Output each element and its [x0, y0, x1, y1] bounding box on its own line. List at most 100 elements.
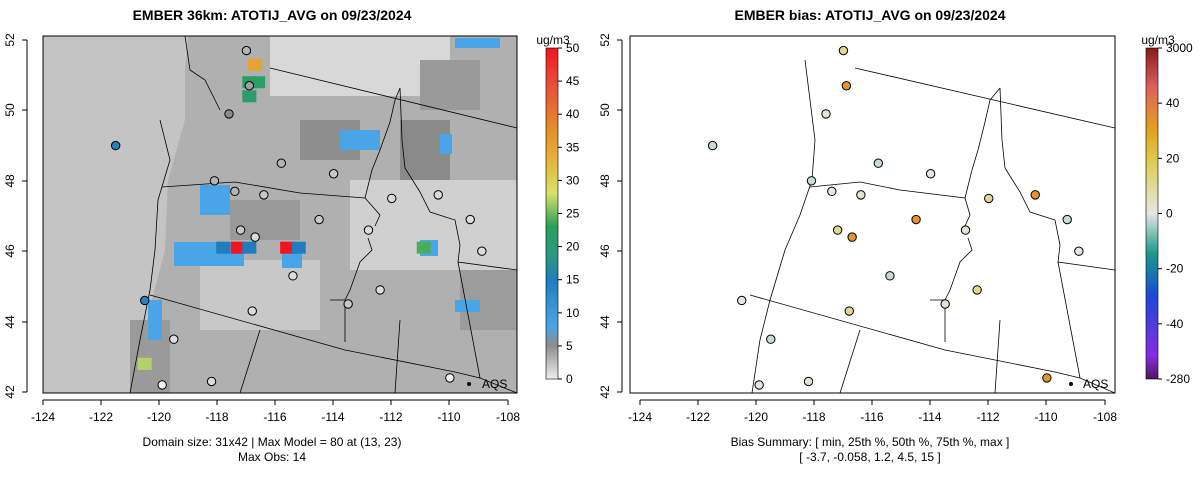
- right-coastline: [751, 59, 816, 393]
- right-site-marker-2: [821, 109, 831, 119]
- right-colorbar-tick-label-5: -40: [1166, 317, 1184, 331]
- left-x-axis: -124 -122 -120 -118 -116 -114 -112 -110 …: [31, 399, 520, 424]
- right-x-tick-118: -118: [802, 410, 825, 424]
- right-colorbar-tick-label-4: -20: [1166, 262, 1184, 276]
- left-site-marker-22: [206, 376, 217, 387]
- left-model-cell-9: [242, 241, 257, 254]
- left-site-marker-3: [241, 45, 252, 56]
- left-dark-patch-2: [420, 60, 480, 110]
- right-site-marker-5: [806, 176, 817, 186]
- left-boundary-south: [149, 294, 481, 379]
- right-plot-frame: [629, 35, 1116, 394]
- right-site-marker-12: [960, 225, 971, 235]
- left-boundary-wa-or: [161, 181, 381, 227]
- left-blue-cell-5: [440, 134, 452, 154]
- left-plot-frame: [42, 35, 518, 394]
- right-site-marker-8: [832, 225, 843, 235]
- left-colorbar-tick-label-4: 30: [566, 173, 580, 187]
- right-boundary-or-id: [944, 237, 973, 301]
- left-y-tick-48: 48: [3, 174, 17, 188]
- right-colorbar-tick-label-3: 0: [1166, 207, 1173, 221]
- right-colorbar-ramp: [1145, 47, 1159, 380]
- left-site-marker-14: [433, 190, 443, 200]
- right-x-tick-120: -120: [744, 410, 768, 424]
- left-colorbar-unit: ug/m3: [536, 33, 570, 47]
- right-site-marker-18: [972, 285, 982, 295]
- right-boundary-mt-id: [999, 87, 1115, 271]
- left-colorbar-tick-label-10: 0: [566, 372, 573, 386]
- left-blue-cell-3: [340, 130, 380, 150]
- left-y-tick-42: 42: [3, 385, 17, 399]
- right-site-marker-24: [911, 214, 921, 225]
- left-y-tick-46: 46: [3, 244, 17, 258]
- left-site-marker-15: [465, 214, 475, 225]
- left-colorbar-tick-label-1: 45: [566, 74, 580, 88]
- right-x-tick-108: -108: [1093, 410, 1117, 424]
- right-colorbar-tick-label-1: 40: [1166, 96, 1180, 110]
- right-y-tick-46: 46: [598, 244, 612, 258]
- left-x-tick-124: -124: [31, 410, 55, 424]
- right-map-background: [630, 36, 1115, 393]
- left-blue-cell-4: [455, 38, 500, 48]
- right-chart-title: EMBER bias: ATOTIJ_AVG on 09/23/2024: [734, 7, 1005, 23]
- right-boundary-wy: [1057, 261, 1115, 393]
- left-colorbar-tick-label-8: 10: [566, 306, 580, 320]
- left-colorbar-tick-label-3: 35: [566, 140, 580, 154]
- right-boundary-wa-or: [809, 181, 971, 227]
- left-site-marker-12: [363, 225, 374, 235]
- left-boundary-id-w: [364, 87, 401, 199]
- left-blue-cell-2: [200, 185, 230, 215]
- left-site-marker-10: [288, 271, 298, 281]
- right-y-tick-42: 42: [598, 385, 612, 399]
- right-boundary-south: [749, 294, 1081, 379]
- left-y-tick-52: 52: [3, 33, 17, 47]
- right-site-marker-17: [940, 299, 950, 309]
- left-x-tick-116: -116: [263, 410, 286, 424]
- right-boundary-ut: [994, 319, 1001, 393]
- left-x-tick-108: -108: [496, 410, 520, 424]
- left-x-tick-110: -110: [437, 410, 460, 424]
- left-site-marker-23: [247, 306, 257, 316]
- right-caption-line1: Bias Summary: [ min, 25th %, 50th %, 75t…: [731, 435, 1010, 449]
- left-x-tick-122: -122: [89, 410, 113, 424]
- right-x-tick-110: -110: [1034, 410, 1057, 424]
- right-x-tick-114: -114: [918, 410, 941, 424]
- right-site-marker-22: [803, 376, 814, 387]
- left-model-cell-1: [280, 241, 295, 254]
- left-x-tick-120: -120: [147, 410, 171, 424]
- right-y-tick-48: 48: [598, 174, 612, 188]
- right-site-marker-14: [1030, 190, 1040, 200]
- left-chart: EMBER 36km: ATOTIJ_AVG on 09/23/2024: [3, 7, 580, 464]
- right-site-marker-0: [707, 140, 718, 151]
- right-x-tick-116: -116: [860, 410, 883, 424]
- left-x-tick-112: -112: [379, 410, 402, 424]
- left-model-cell-6: [416, 241, 431, 254]
- left-chart-title: EMBER 36km: ATOTIJ_AVG on 09/23/2024: [133, 7, 412, 23]
- left-site-marker-0: [110, 140, 121, 151]
- left-site-marker-20: [169, 334, 179, 344]
- left-x-tick-114: -114: [321, 410, 344, 424]
- right-colorbar-tick-label-2: 20: [1166, 151, 1180, 165]
- left-site-marker-18: [375, 285, 385, 295]
- left-site-marker-5: [209, 176, 220, 186]
- right-site-marker-13: [984, 193, 994, 204]
- right-aqs-marker: [1069, 382, 1073, 386]
- left-model-cell-10: [291, 241, 306, 254]
- right-chart: EMBER bias: ATOTIJ_AVG on 09/23/2024 AQS: [598, 7, 1193, 464]
- left-colorbar-tick-label-9: 5: [566, 339, 573, 353]
- left-x-tick-118: -118: [205, 410, 228, 424]
- left-colorbar-tick-label-0: 50: [566, 41, 580, 55]
- left-colorbar-tick-label-2: 40: [566, 107, 580, 121]
- left-colorbar-tick-label-7: 15: [566, 273, 580, 287]
- left-site-marker-17: [343, 299, 353, 309]
- left-model-cell-0: [230, 241, 245, 254]
- left-colorbar-tick-label-6: 20: [566, 240, 580, 254]
- right-y-tick-50: 50: [598, 103, 612, 117]
- right-site-marker-15: [1062, 214, 1072, 225]
- left-boundary-nv: [239, 329, 261, 393]
- left-model-cell-5: [242, 90, 257, 103]
- left-y-tick-44: 44: [3, 315, 17, 329]
- left-site-marker-21: [157, 380, 167, 390]
- right-x-axis: -124 -122 -120 -118 -116 -114 -112 -110 …: [628, 399, 1117, 424]
